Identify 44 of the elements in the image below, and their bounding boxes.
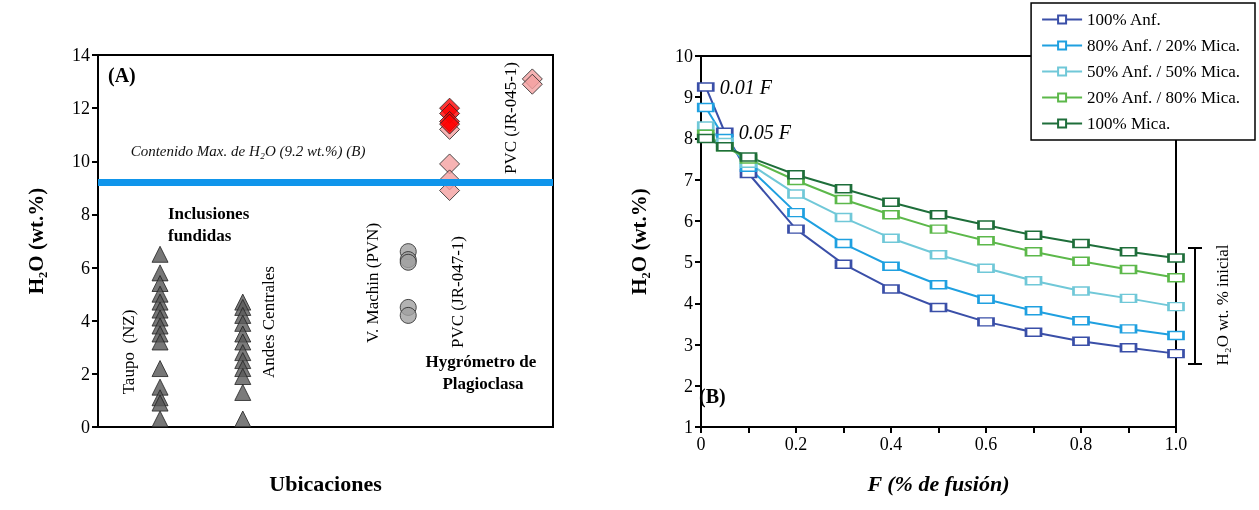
y-tick-label: 10 xyxy=(72,151,90,172)
x-tick-label: 0.4 xyxy=(879,434,903,454)
y-tick-label: 2 xyxy=(81,363,90,384)
annotation: 0.01 F xyxy=(719,75,773,98)
y-tick-label: 2 xyxy=(684,375,693,396)
y-tick-label: 3 xyxy=(684,334,693,355)
y-tick-label: 6 xyxy=(684,210,693,231)
y-tick-label: 7 xyxy=(684,169,693,190)
legend-label: 80% Anf. / 20% Mica. xyxy=(1087,36,1241,55)
legend-label: 100% Anf. xyxy=(1087,10,1161,29)
y-tick-label: 8 xyxy=(81,204,90,225)
annotation: Andes Centrales xyxy=(258,266,278,378)
annotation: PVC (JR-045-1) xyxy=(500,62,520,174)
y-tick-label: 12 xyxy=(72,98,90,119)
y-tick-label: 5 xyxy=(684,252,693,273)
text: H₂O wt. % inicial xyxy=(1212,244,1232,366)
y-tick-label: 8 xyxy=(684,128,693,149)
x-axis-title: F (% de fusión) xyxy=(866,470,1010,496)
x-axis-title: Ubicaciones xyxy=(269,470,383,496)
legend-label: 100% Mica. xyxy=(1087,114,1171,133)
annotation: Hygrómetro de Plagioclasa xyxy=(425,351,541,393)
annotation: 0.05 F xyxy=(738,121,792,144)
y-tick-label: 4 xyxy=(684,293,693,314)
y-tick-label: 9 xyxy=(684,87,693,108)
y-tick-label: 4 xyxy=(81,310,90,331)
annotation: (A) xyxy=(108,64,136,87)
x-tick-label: 0.2 xyxy=(784,434,808,454)
y-tick-label: 14 xyxy=(72,45,90,65)
x-tick-label: 0.8 xyxy=(1069,434,1093,454)
x-tick-label: 1.0 xyxy=(1164,434,1188,454)
ref-line-label: Contenido Max. de H₂O (9.2 wt.%) (B) xyxy=(130,142,366,160)
y-tick-label: 0 xyxy=(81,417,90,437)
annotation: PVC (JR-047-1) xyxy=(447,236,467,348)
y-tick-label: 1 xyxy=(684,417,693,437)
annotation: Taupo (NZ) xyxy=(118,309,138,395)
y-tick-label: 10 xyxy=(675,46,693,66)
annotation: V. Machin (PVN) xyxy=(362,222,382,344)
legend-label: 50% Anf. / 50% Mica. xyxy=(1087,62,1241,81)
x-tick-label: 0.6 xyxy=(974,434,998,454)
y-axis-title: H₂O (wt.%) xyxy=(23,187,48,295)
legend-label: 20% Anf. / 80% Mica. xyxy=(1087,88,1241,107)
y-axis-title: H₂O (wt.%) xyxy=(626,188,651,295)
y-tick-label: 6 xyxy=(81,257,90,278)
annotation: Inclusiones fundidas xyxy=(168,203,254,245)
